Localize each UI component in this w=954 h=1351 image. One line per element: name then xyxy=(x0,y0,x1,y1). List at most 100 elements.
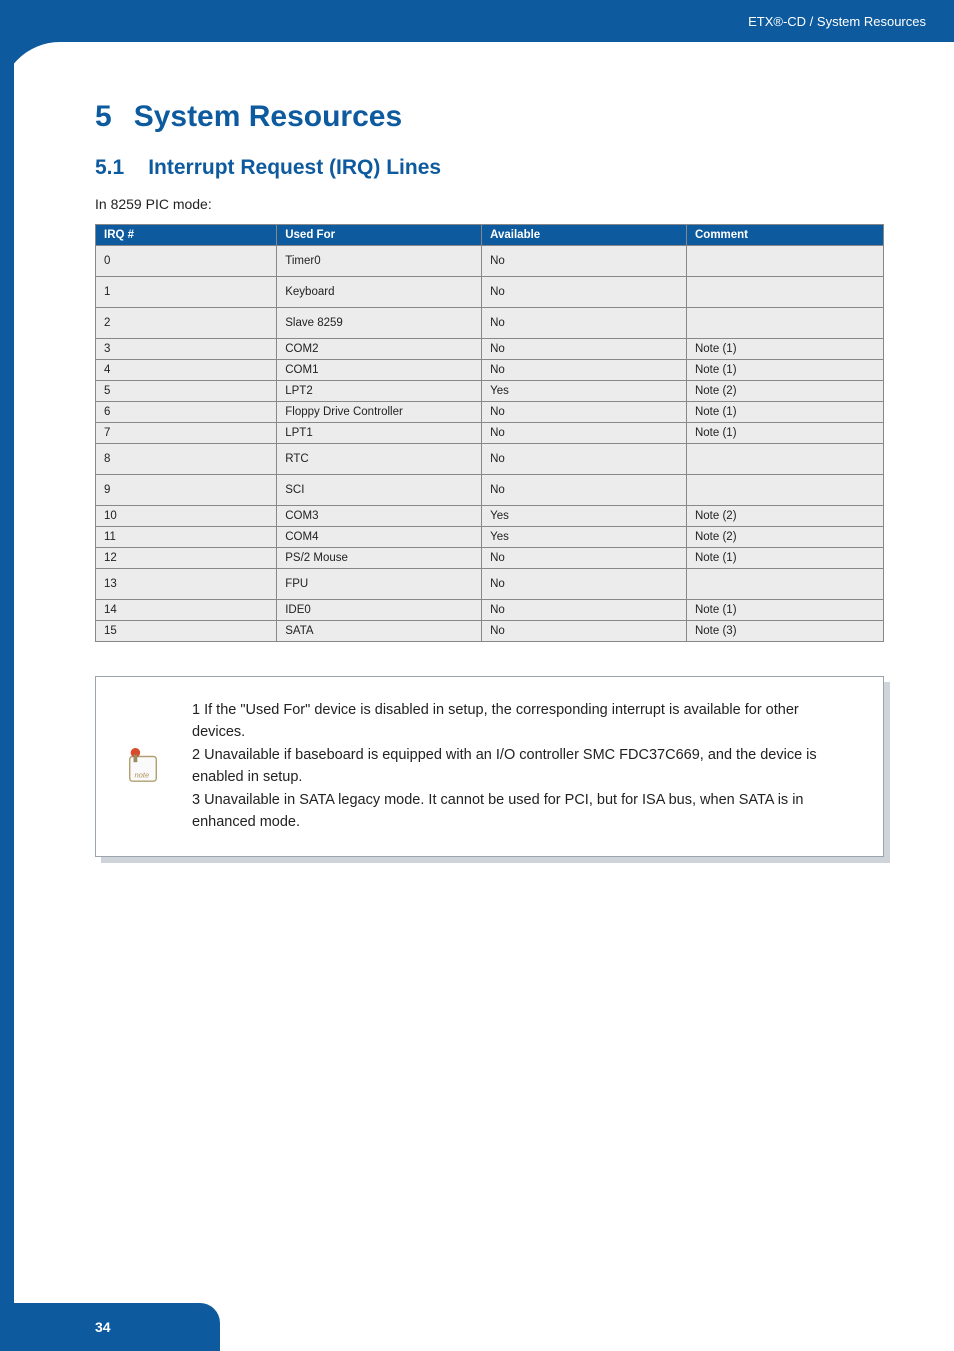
cell-irq: 12 xyxy=(96,548,277,569)
svg-text:note: note xyxy=(134,771,149,780)
cell-avail: No xyxy=(482,339,687,360)
cell-used: Keyboard xyxy=(277,277,482,308)
cell-comment xyxy=(686,308,883,339)
section-title: 5.1 Interrupt Request (IRQ) Lines xyxy=(95,156,884,180)
cell-comment: Note (2) xyxy=(686,506,883,527)
irq-table: IRQ # Used For Available Comment 0Timer0… xyxy=(95,224,884,642)
cell-avail: No xyxy=(482,548,687,569)
cell-avail: No xyxy=(482,423,687,444)
note-content: note 1 If the "Used For" device is disab… xyxy=(95,676,884,857)
cell-used: COM3 xyxy=(277,506,482,527)
cell-comment: Note (3) xyxy=(686,621,883,642)
cell-irq: 8 xyxy=(96,444,277,475)
cell-comment: Note (1) xyxy=(686,360,883,381)
cell-comment xyxy=(686,475,883,506)
cell-comment xyxy=(686,569,883,600)
cell-irq: 4 xyxy=(96,360,277,381)
cell-irq: 2 xyxy=(96,308,277,339)
cell-avail: No xyxy=(482,402,687,423)
cell-irq: 10 xyxy=(96,506,277,527)
cell-comment xyxy=(686,246,883,277)
cell-avail: No xyxy=(482,600,687,621)
cell-avail: Yes xyxy=(482,527,687,548)
cell-avail: No xyxy=(482,277,687,308)
title-number: 5 xyxy=(95,100,112,133)
note-box: note 1 If the "Used For" device is disab… xyxy=(95,676,884,857)
cell-avail: No xyxy=(482,246,687,277)
cell-irq: 7 xyxy=(96,423,277,444)
table-row: 4COM1NoNote (1) xyxy=(96,360,884,381)
table-row: 3COM2NoNote (1) xyxy=(96,339,884,360)
table-row: 11COM4YesNote (2) xyxy=(96,527,884,548)
cell-avail: No xyxy=(482,360,687,381)
table-row: 6Floppy Drive ControllerNoNote (1) xyxy=(96,402,884,423)
header-bar: ETX®-CD / System Resources xyxy=(0,0,954,42)
table-row: 15SATANoNote (3) xyxy=(96,621,884,642)
th-comment: Comment xyxy=(686,225,883,246)
cell-used: COM1 xyxy=(277,360,482,381)
table-row: 1KeyboardNo xyxy=(96,277,884,308)
cell-irq: 9 xyxy=(96,475,277,506)
cell-comment: Note (1) xyxy=(686,548,883,569)
cell-irq: 11 xyxy=(96,527,277,548)
cell-comment xyxy=(686,444,883,475)
cell-comment: Note (2) xyxy=(686,527,883,548)
note-1: 1 If the "Used For" device is disabled i… xyxy=(192,699,853,744)
cell-irq: 0 xyxy=(96,246,277,277)
footer: 34 xyxy=(0,1303,220,1351)
cell-used: Slave 8259 xyxy=(277,308,482,339)
cell-used: FPU xyxy=(277,569,482,600)
cell-comment: Note (1) xyxy=(686,339,883,360)
cell-avail: No xyxy=(482,444,687,475)
cell-used: Timer0 xyxy=(277,246,482,277)
cell-irq: 3 xyxy=(96,339,277,360)
cell-used: LPT2 xyxy=(277,381,482,402)
th-used: Used For xyxy=(277,225,482,246)
cell-irq: 1 xyxy=(96,277,277,308)
cell-comment: Note (1) xyxy=(686,423,883,444)
note-3: 3 Unavailable in SATA legacy mode. It ca… xyxy=(192,789,853,834)
cell-avail: No xyxy=(482,569,687,600)
cell-avail: No xyxy=(482,621,687,642)
table-row: 14IDE0NoNote (1) xyxy=(96,600,884,621)
cell-comment: Note (1) xyxy=(686,600,883,621)
cell-avail: Yes xyxy=(482,506,687,527)
cell-used: SCI xyxy=(277,475,482,506)
cell-used: COM2 xyxy=(277,339,482,360)
cell-used: PS/2 Mouse xyxy=(277,548,482,569)
cell-avail: Yes xyxy=(482,381,687,402)
cell-avail: No xyxy=(482,308,687,339)
cell-irq: 6 xyxy=(96,402,277,423)
th-irq: IRQ # xyxy=(96,225,277,246)
cell-used: IDE0 xyxy=(277,600,482,621)
table-row: 12PS/2 MouseNoNote (1) xyxy=(96,548,884,569)
content: 5System Resources 5.1 Interrupt Request (… xyxy=(0,42,954,857)
cell-avail: No xyxy=(482,475,687,506)
intro-text: In 8259 PIC mode: xyxy=(95,196,884,212)
cell-used: SATA xyxy=(277,621,482,642)
section-number: 5.1 xyxy=(95,156,124,179)
table-header-row: IRQ # Used For Available Comment xyxy=(96,225,884,246)
cell-used: Floppy Drive Controller xyxy=(277,402,482,423)
page-title: 5System Resources xyxy=(95,100,884,134)
table-row: 7LPT1NoNote (1) xyxy=(96,423,884,444)
section-text: Interrupt Request (IRQ) Lines xyxy=(148,156,441,179)
cell-irq: 14 xyxy=(96,600,277,621)
table-row: 8RTCNo xyxy=(96,444,884,475)
cell-comment: Note (2) xyxy=(686,381,883,402)
breadcrumb: ETX®-CD / System Resources xyxy=(748,14,926,29)
table-row: 5LPT2YesNote (2) xyxy=(96,381,884,402)
cell-irq: 13 xyxy=(96,569,277,600)
table-row: 0Timer0No xyxy=(96,246,884,277)
note-icon: note xyxy=(124,747,162,785)
cell-used: RTC xyxy=(277,444,482,475)
cell-used: COM4 xyxy=(277,527,482,548)
table-row: 10COM3YesNote (2) xyxy=(96,506,884,527)
table-row: 13FPUNo xyxy=(96,569,884,600)
page-number: 34 xyxy=(95,1319,111,1335)
cell-irq: 5 xyxy=(96,381,277,402)
cell-irq: 15 xyxy=(96,621,277,642)
table-row: 2Slave 8259No xyxy=(96,308,884,339)
cell-comment: Note (1) xyxy=(686,402,883,423)
cell-comment xyxy=(686,277,883,308)
